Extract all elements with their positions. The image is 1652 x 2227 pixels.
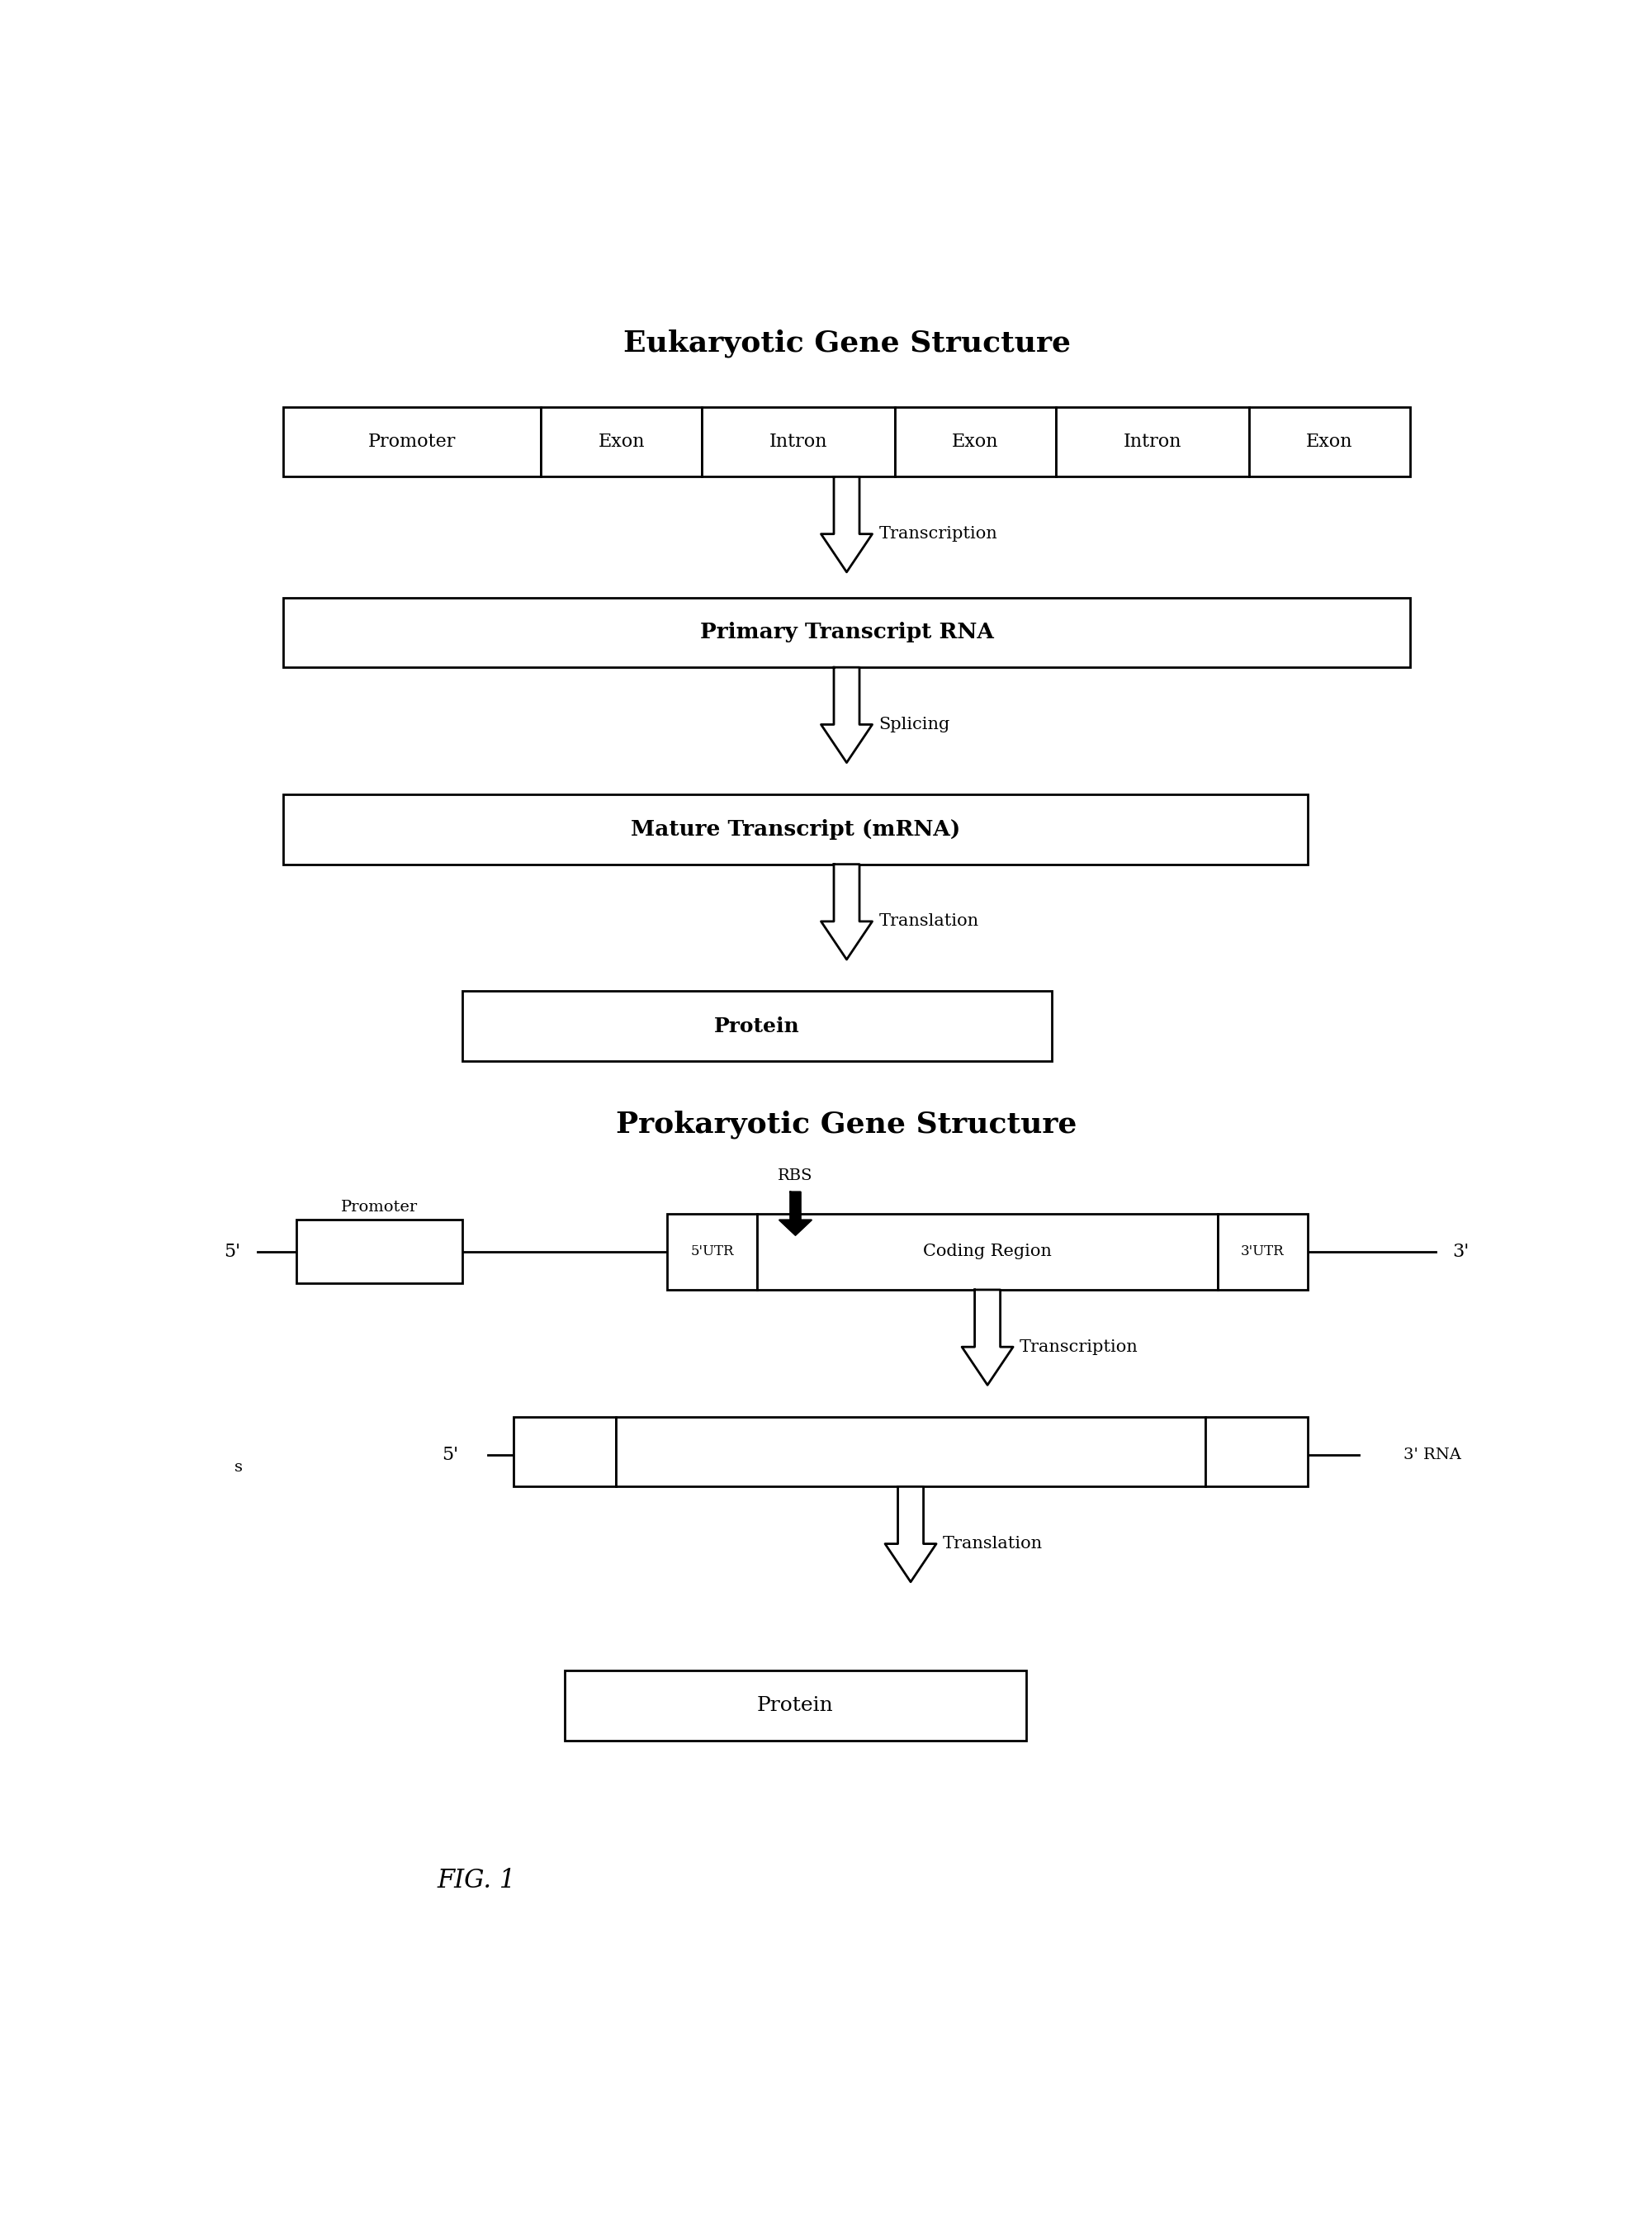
Text: Translation: Translation — [943, 1537, 1042, 1552]
Text: FIG. 1: FIG. 1 — [438, 1868, 515, 1893]
Text: Translation: Translation — [879, 913, 978, 929]
FancyBboxPatch shape — [702, 408, 895, 477]
Text: Exon: Exon — [952, 432, 999, 452]
Text: Exon: Exon — [1307, 432, 1353, 452]
Text: 3': 3' — [1452, 1243, 1470, 1260]
Text: Intron: Intron — [770, 432, 828, 452]
Polygon shape — [961, 1289, 1013, 1385]
Text: Mature Transcript (mRNA): Mature Transcript (mRNA) — [631, 820, 960, 840]
FancyBboxPatch shape — [463, 991, 1052, 1060]
FancyBboxPatch shape — [296, 1220, 463, 1283]
Text: 3'UTR: 3'UTR — [1241, 1245, 1285, 1258]
Text: Protein: Protein — [714, 1016, 800, 1036]
Text: Promoter: Promoter — [368, 432, 456, 452]
FancyBboxPatch shape — [565, 1670, 1026, 1742]
FancyBboxPatch shape — [284, 795, 1308, 864]
Text: Transcription: Transcription — [879, 526, 998, 541]
Text: 3' RNA: 3' RNA — [1404, 1448, 1462, 1463]
FancyBboxPatch shape — [1206, 1416, 1308, 1488]
Text: Coding Region: Coding Region — [923, 1245, 1052, 1260]
Text: Intron: Intron — [1123, 432, 1181, 452]
Text: 5': 5' — [441, 1445, 458, 1463]
Text: 5'UTR: 5'UTR — [691, 1245, 733, 1258]
Text: s: s — [235, 1461, 243, 1474]
FancyBboxPatch shape — [1056, 408, 1249, 477]
Text: Prokaryotic Gene Structure: Prokaryotic Gene Structure — [616, 1111, 1077, 1138]
Polygon shape — [821, 668, 872, 762]
Polygon shape — [780, 1191, 811, 1236]
FancyBboxPatch shape — [540, 408, 702, 477]
FancyBboxPatch shape — [895, 408, 1056, 477]
FancyBboxPatch shape — [284, 408, 540, 477]
Text: Splicing: Splicing — [879, 717, 950, 733]
FancyBboxPatch shape — [757, 1214, 1218, 1289]
Polygon shape — [885, 1488, 937, 1581]
Text: Exon: Exon — [598, 432, 644, 452]
FancyBboxPatch shape — [616, 1416, 1206, 1488]
Text: Primary Transcript RNA: Primary Transcript RNA — [700, 621, 993, 644]
Text: Transcription: Transcription — [1019, 1338, 1138, 1354]
Polygon shape — [821, 477, 872, 572]
Text: 5': 5' — [223, 1243, 241, 1260]
FancyBboxPatch shape — [1249, 408, 1411, 477]
Polygon shape — [821, 864, 872, 960]
Text: Protein: Protein — [757, 1697, 834, 1715]
FancyBboxPatch shape — [514, 1416, 616, 1488]
FancyBboxPatch shape — [1218, 1214, 1308, 1289]
FancyBboxPatch shape — [667, 1214, 757, 1289]
FancyBboxPatch shape — [284, 597, 1411, 668]
Text: Eukaryotic Gene Structure: Eukaryotic Gene Structure — [623, 330, 1070, 359]
Text: Promoter: Promoter — [340, 1200, 418, 1214]
Text: RBS: RBS — [778, 1167, 813, 1183]
